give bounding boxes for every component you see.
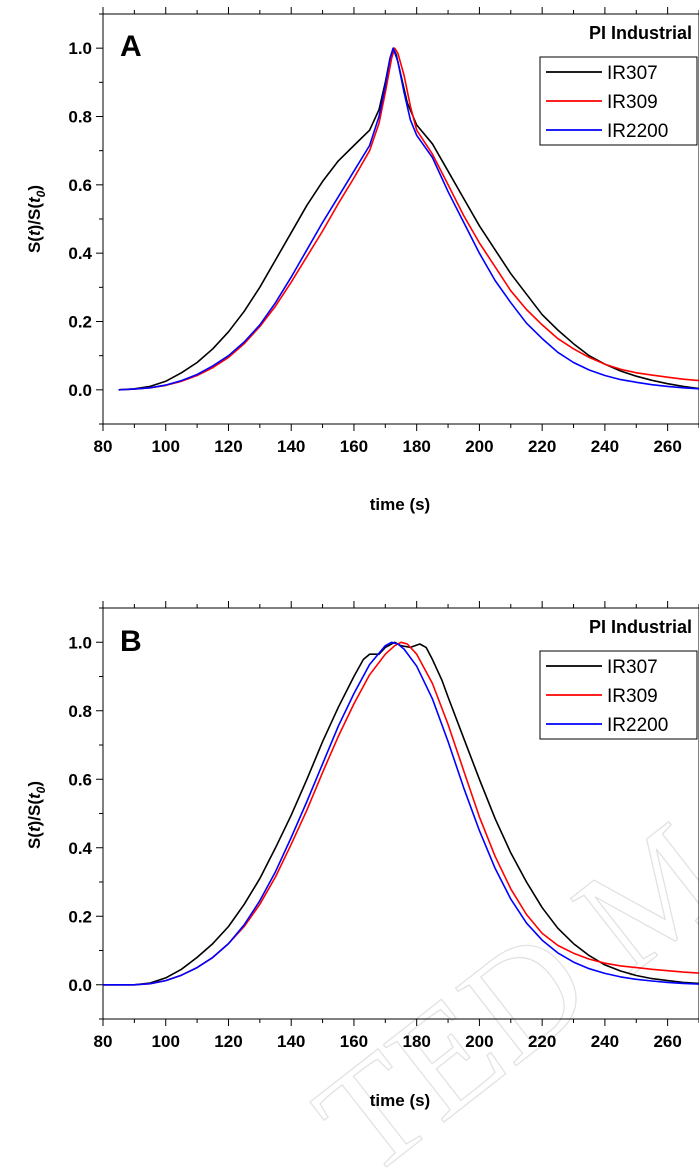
series-lines (103, 641, 699, 986)
y-axis-title-part: S( (25, 236, 44, 253)
y-tick-label: 0.0 (68, 976, 92, 995)
x-tick-label: 220 (528, 437, 556, 456)
y-tick-label: 0.4 (68, 244, 92, 263)
legend-label-ir2200: IR2200 (607, 715, 668, 736)
x-tick-label: 120 (214, 1032, 242, 1051)
y-tick-label: 0.0 (68, 381, 92, 400)
chart-panel-b: 80 100 120 140 160 180 200 220 240 260 0.00.20.40… (25, 601, 699, 1110)
x-tick-label: 240 (591, 437, 619, 456)
legend: PI Industrial IR307 IR309 IR2200 (539, 23, 698, 146)
series-line-ir2200 (103, 641, 699, 986)
series-line-ir2200 (118, 47, 699, 391)
x-tick-labels: 80 100 120 140 160 180 200 220 240 260 (94, 1032, 682, 1051)
x-tick-label: 260 (653, 437, 681, 456)
series-line-ir309 (118, 47, 699, 391)
y-axis-title-part: t (25, 229, 44, 236)
legend-label-ir2200: IR2200 (607, 121, 668, 142)
y-tick-label: 1.0 (68, 39, 92, 58)
y-tick-labels: 0.0 0.2 0.4 0.6 0.8 1.0 (68, 39, 92, 400)
x-tick-label: 160 (340, 1032, 368, 1051)
legend: PI Industrial IR307 IR309 IR2200 (539, 617, 698, 740)
panel-label: A (120, 30, 142, 63)
y-tick-label: 1.0 (68, 633, 92, 652)
x-tick-label: 140 (277, 1032, 305, 1051)
x-tick-label: 100 (152, 1032, 180, 1051)
y-axis-title-part: 0 (34, 786, 48, 793)
panel-label: B (120, 625, 142, 658)
series-lines (118, 47, 699, 391)
y-axis-title-part: )/S( (25, 203, 44, 231)
chart-panel-a: 80 100 120 140 160 180 200 220 240 260 0.00.20.40… (25, 7, 699, 514)
x-tick-label: 80 (94, 437, 113, 456)
y-tick-label: 0.2 (68, 907, 92, 926)
y-axis-title-part: ) (25, 781, 44, 787)
y-axis-title-part: S( (25, 832, 44, 849)
y-tick-label: 0.4 (68, 839, 92, 858)
x-tick-label: 200 (465, 1032, 493, 1051)
y-axis-title: S(t)/S(t0) (25, 185, 48, 253)
x-tick-label: 80 (94, 1032, 113, 1051)
y-tick-label: 0.6 (68, 770, 92, 789)
legend-label-ir309: IR309 (607, 686, 658, 707)
y-axis-title-part: t (25, 825, 44, 832)
y-axis-title-part: ) (25, 185, 44, 191)
y-tick-label: 0.8 (68, 702, 92, 721)
axis-ticks (96, 7, 699, 431)
y-axis-title-part: t (25, 792, 44, 799)
x-tick-label: 240 (591, 1032, 619, 1051)
x-tick-label: 220 (528, 1032, 556, 1051)
x-axis-title: time (s) (370, 495, 430, 514)
legend-label-ir307: IR307 (607, 657, 658, 678)
y-tick-label: 0.6 (68, 176, 92, 195)
y-axis-title-part: 0 (34, 190, 48, 197)
x-tick-labels: 80 100 120 140 160 180 200 220 240 260 (94, 437, 682, 456)
y-tick-labels: 0.0 0.2 0.4 0.6 0.8 1.0 (68, 633, 92, 995)
legend-title: PI Industrial (589, 23, 692, 43)
x-tick-label: 200 (465, 437, 493, 456)
y-axis-title-part: t (25, 196, 44, 203)
y-axis-title: S(t)/S(t0) (25, 781, 48, 849)
x-axis-title: time (s) (370, 1091, 430, 1110)
x-tick-label: 100 (152, 437, 180, 456)
x-tick-label: 160 (340, 437, 368, 456)
legend-label-ir309: IR309 (607, 92, 658, 113)
y-axis-title-part: )/S( (25, 799, 44, 827)
x-tick-label: 120 (214, 437, 242, 456)
legend-title: PI Industrial (589, 617, 692, 637)
y-tick-label: 0.8 (68, 108, 92, 127)
axis-ticks (96, 601, 699, 1026)
x-tick-label: 140 (277, 437, 305, 456)
y-tick-label: 0.2 (68, 313, 92, 332)
x-tick-label: 180 (402, 437, 430, 456)
legend-label-ir307: IR307 (607, 63, 658, 84)
x-tick-label: 180 (402, 1032, 430, 1051)
x-tick-label: 260 (653, 1032, 681, 1051)
